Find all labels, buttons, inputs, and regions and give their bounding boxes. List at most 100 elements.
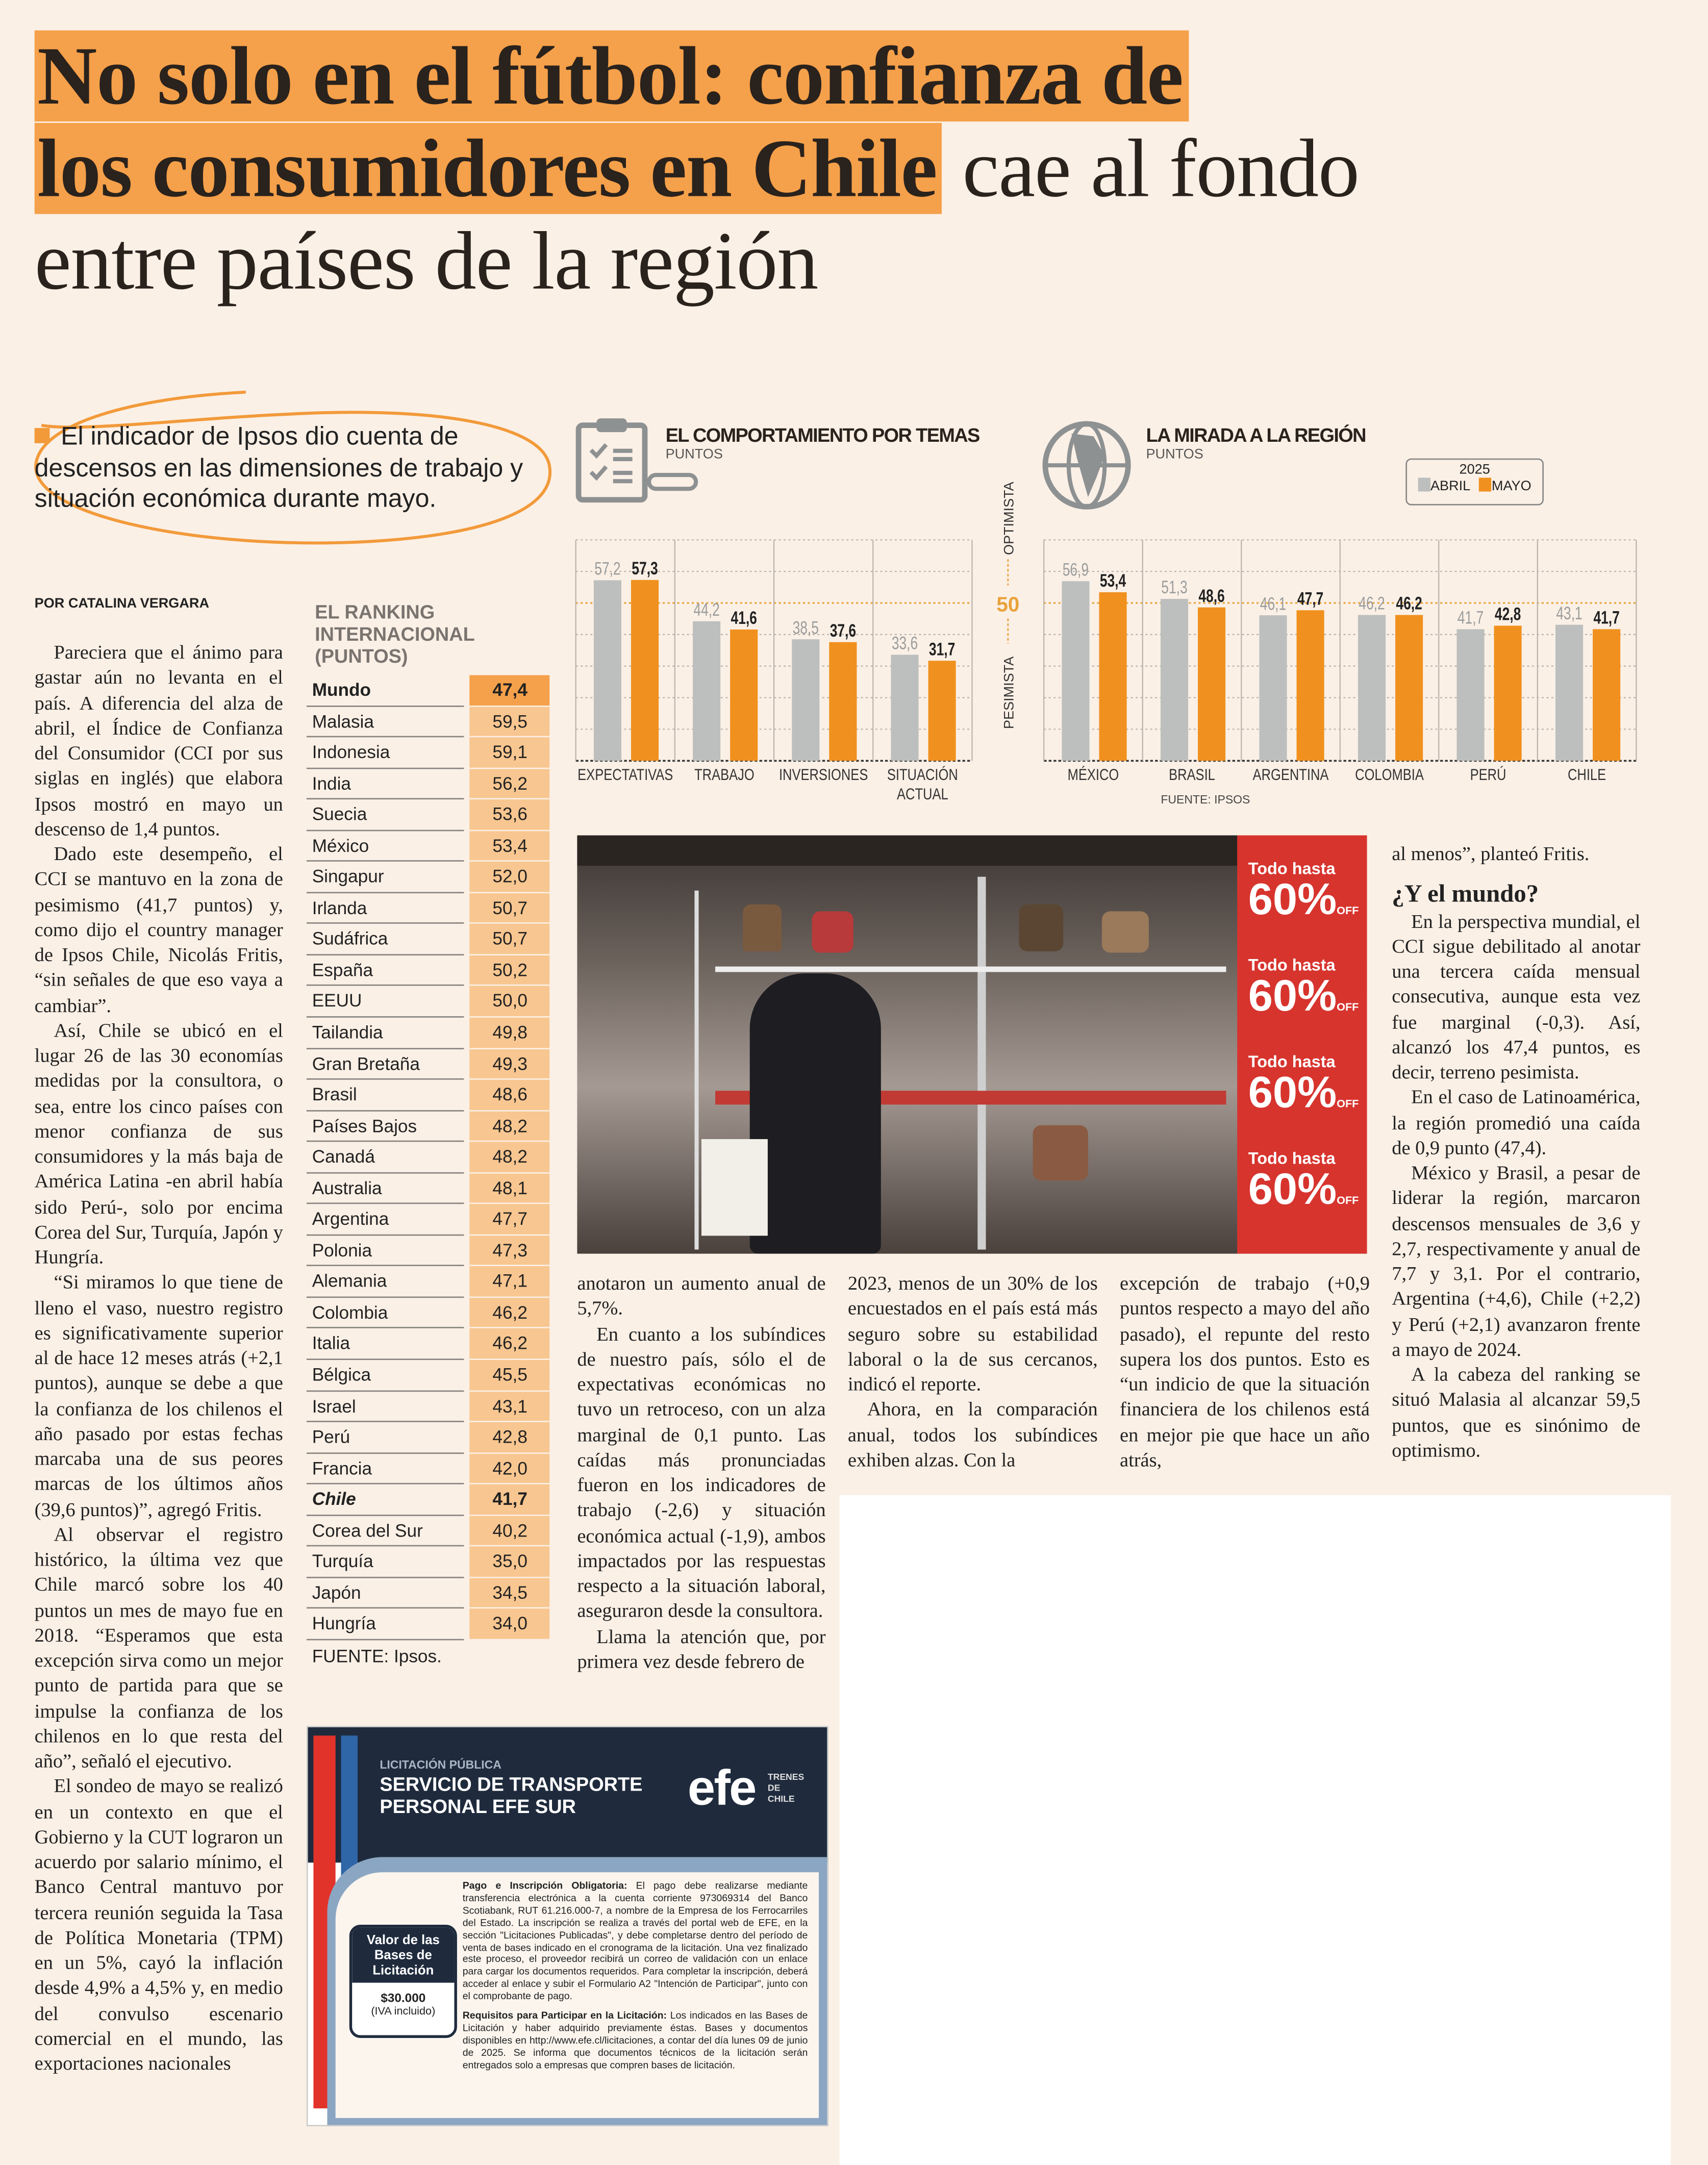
country-name: Israel xyxy=(306,1391,464,1423)
pesimista-label: PESIMISTA xyxy=(1001,657,1017,729)
country-value: 34,0 xyxy=(469,1609,550,1641)
country-value: 46,2 xyxy=(469,1298,550,1329)
ranking-row: Suecia 53,6 xyxy=(306,799,550,831)
ranking-row: Sudáfrica 50,7 xyxy=(306,924,550,955)
ranking-row: Singapur 52,0 xyxy=(306,862,550,893)
country-name: Irlanda xyxy=(306,893,464,924)
ranking-row: Países Bajos 48,2 xyxy=(306,1111,550,1142)
country-name: Mundo xyxy=(306,675,464,707)
headline-highlight-1: No solo en el fútbol: confianza de xyxy=(34,30,1189,121)
country-name: India xyxy=(306,769,464,800)
sign-off: OFF xyxy=(1337,1001,1359,1014)
ranking-row: México 53,4 xyxy=(306,830,550,862)
ad-p2-heading: Requisitos para Participar en la Licitac… xyxy=(462,2009,667,2022)
country-value: 48,1 xyxy=(469,1173,550,1204)
country-name: Polonia xyxy=(306,1236,464,1267)
ranking-row: Indonesia 59,1 xyxy=(306,737,550,769)
ranking-row: EEUU 50,0 xyxy=(306,986,550,1018)
data-label: 46,1 xyxy=(1260,594,1286,614)
bar-mayo xyxy=(631,580,659,761)
chart-legend: 2025 ABRIL MAYO xyxy=(1405,458,1544,506)
article-column-5: al menos”, planteó Fritis. ¿Y el mundo? … xyxy=(1392,842,1640,1464)
ranking-row: Alemania 47,1 xyxy=(306,1267,550,1298)
country-value: 46,2 xyxy=(469,1329,550,1361)
paragraph: 2023, menos de un 30% de los encuestados… xyxy=(847,1273,1098,1396)
data-label: 41,6 xyxy=(731,608,757,628)
ranking-row: España 50,2 xyxy=(306,955,550,987)
country-name: México xyxy=(306,831,464,862)
bar-mayo xyxy=(1296,610,1324,761)
ranking-row: Corea del Sur 40,2 xyxy=(306,1516,550,1547)
bar-mayo xyxy=(1197,607,1226,761)
country-name: Colombia xyxy=(306,1298,464,1329)
category-label: EXPECTATIVAS xyxy=(577,766,673,784)
country-name: Países Bajos xyxy=(306,1111,464,1142)
article-column-1: Pareciera que el ánimo para gastar aún n… xyxy=(35,641,283,2077)
data-label: 57,2 xyxy=(594,559,620,579)
ranking-row: Australia 48,1 xyxy=(306,1173,550,1204)
bar-abril xyxy=(1062,581,1090,761)
ranking-row: India 56,2 xyxy=(306,768,550,800)
bar-abril xyxy=(1358,615,1386,761)
country-name: Malasia xyxy=(306,707,464,738)
country-name: EEUU xyxy=(306,987,464,1018)
legend-swatch-mayo xyxy=(1479,477,1492,492)
ad-kicker: LICITACIÓN PÚBLICA xyxy=(380,1757,501,1772)
article-column-3: 2023, menos de un 30% de los encuestados… xyxy=(848,1272,1098,1473)
sign-percent: 60% xyxy=(1248,1164,1337,1214)
data-label: 37,6 xyxy=(830,620,856,641)
country-name: Turquía xyxy=(306,1547,464,1578)
data-label: 46,2 xyxy=(1359,593,1385,614)
category-label: BRASIL xyxy=(1169,766,1215,784)
country-name: España xyxy=(306,955,464,987)
sign-off: OFF xyxy=(1337,1097,1359,1111)
country-value: 49,3 xyxy=(469,1048,550,1080)
sign-text: Todo hasta xyxy=(1248,1052,1336,1072)
price-box: Valor de las Bases de Licitación $30.000… xyxy=(349,1925,457,2038)
country-name: Gran Bretaña xyxy=(306,1049,464,1080)
sign-off: OFF xyxy=(1337,1194,1359,1207)
bullet-square-icon xyxy=(34,428,50,443)
category-label: MÉXICO xyxy=(1068,766,1119,784)
bar-abril xyxy=(1555,624,1584,761)
ranking-row: Tailandia 49,8 xyxy=(306,1017,550,1049)
ranking-row: Malasia 59,5 xyxy=(306,706,550,738)
country-name: Perú xyxy=(306,1422,464,1454)
ad-title-line-2: PERSONAL EFE SUR xyxy=(380,1795,576,1817)
country-value: 50,7 xyxy=(469,893,550,924)
country-value: 47,4 xyxy=(469,675,550,707)
paragraph: anotaron un aumento anual de 5,7%. xyxy=(577,1273,826,1321)
chart-2-title: LA MIRADA A LA REGIÓN xyxy=(1146,423,1366,446)
data-label: 53,4 xyxy=(1100,570,1126,591)
ad-title: SERVICIO DE TRANSPORTE PERSONAL EFE SUR xyxy=(380,1773,642,1817)
data-label: 33,6 xyxy=(892,633,918,653)
ranking-row: Francia 42,0 xyxy=(306,1453,550,1485)
chart-1-title: EL COMPORTAMIENTO POR TEMAS xyxy=(665,423,981,446)
blank-area xyxy=(839,1495,1671,2165)
paragraph: En la perspectiva mundial, el CCI sigue … xyxy=(1392,911,1641,1084)
country-value: 56,2 xyxy=(469,768,550,800)
country-value: 35,0 xyxy=(469,1547,550,1578)
country-value: 47,7 xyxy=(469,1204,550,1236)
country-value: 52,0 xyxy=(469,862,550,893)
country-value: 50,0 xyxy=(469,986,550,1018)
country-value: 34,5 xyxy=(469,1578,550,1609)
country-name: Italia xyxy=(306,1329,464,1361)
country-name: Corea del Sur xyxy=(306,1516,464,1547)
ranking-row: Colombia 46,2 xyxy=(306,1298,550,1329)
ranking-row: Japón 34,5 xyxy=(306,1578,550,1609)
country-value: 42,8 xyxy=(469,1422,550,1454)
country-name: Singapur xyxy=(306,862,464,893)
sale-banner: Todo hasta 60%OFF Todo hasta 60%OFF Todo has… xyxy=(1237,835,1367,1254)
data-label: 31,7 xyxy=(929,639,955,660)
country-value: 48,2 xyxy=(469,1142,550,1173)
bar-mayo xyxy=(1494,625,1522,761)
country-value: 48,6 xyxy=(469,1079,550,1111)
headline-rest: cae al fondo entre países de la región xyxy=(34,122,1360,307)
country-value: 41,7 xyxy=(469,1484,550,1516)
chart-1-subtitle: PUNTOS xyxy=(665,447,723,463)
country-name: Francia xyxy=(306,1453,464,1485)
paragraph: Dado este desempeño, el CCI se mantuvo e… xyxy=(34,843,283,1017)
optimista-label: OPTIMISTA xyxy=(1001,482,1017,555)
country-value: 50,2 xyxy=(469,955,550,987)
